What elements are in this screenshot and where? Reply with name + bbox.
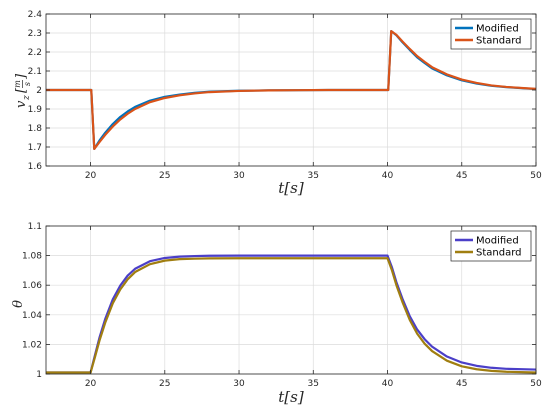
x-tick-label: 50	[530, 379, 542, 389]
y-tick-label: 1.9	[28, 105, 43, 115]
legend-box	[450, 230, 532, 262]
x-tick-label: 20	[85, 379, 97, 389]
x-tick-label: 45	[456, 379, 467, 389]
x-tick-label: 25	[159, 171, 170, 181]
y-tick-label: 2.4	[28, 10, 43, 20]
legend-label: Standard	[476, 248, 522, 259]
y-axis-label: θ	[11, 300, 26, 308]
legend-label: Modified	[476, 24, 519, 35]
series-line-standard	[46, 30, 536, 150]
series-group	[46, 30, 536, 150]
y-axis-unit-numerator: m	[13, 80, 22, 88]
x-tick-label: 45	[456, 171, 467, 181]
y-tick-label: 1.06	[22, 281, 42, 291]
x-tick-label: 25	[159, 379, 170, 389]
y-tick-label: 2.1	[28, 67, 42, 77]
y-tick-label: 1.7	[28, 143, 42, 153]
y-tick-label: 2.3	[28, 29, 42, 39]
x-tick-label: 50	[530, 171, 542, 181]
y-tick-label: 1.04	[22, 311, 42, 321]
legend-label: Standard	[476, 36, 522, 47]
y-axis-bracket-open: [	[14, 87, 29, 93]
y-tick-label: 1.6	[28, 162, 43, 172]
x-tick-label: 35	[308, 171, 319, 181]
x-tick-label: 30	[233, 171, 245, 181]
y-tick-label: 1.08	[22, 252, 42, 262]
y-axis-symbol: v	[14, 100, 29, 108]
x-axis-label: t[s]	[278, 179, 304, 197]
series-group	[46, 254, 536, 374]
x-tick-label: 20	[85, 171, 97, 181]
x-tick-label: 40	[382, 379, 394, 389]
legend-box	[450, 18, 532, 50]
theta-plot: 20 25 30 35 40 45 50 1 1.02 1.04 1.06 1.08 1.1 t[s] θ M…	[11, 222, 542, 406]
legend-label: Modified	[476, 236, 519, 247]
y-tick-label: 2	[36, 86, 42, 96]
series-line-standard	[46, 257, 536, 374]
x-tick-label: 40	[382, 171, 394, 181]
y-tick-label: 1.8	[28, 124, 43, 134]
y-axis-subscript: z	[22, 95, 32, 101]
y-axis-unit-denominator: s	[23, 82, 32, 86]
x-axis-label: t[s]	[278, 388, 304, 406]
axes-box	[45, 225, 537, 375]
y-tick-label: 1.02	[22, 340, 42, 350]
y-tick-label: 1	[36, 370, 42, 380]
series-line-modified	[46, 254, 536, 374]
x-tick-label: 30	[233, 379, 245, 389]
y-tick-label: 1.1	[28, 222, 42, 232]
velocity-plot: 20 25 30 35 40 45 50 1.6 1.7 1.8 1.9 2 2.1 2.2 2.3 2.4 t…	[13, 10, 542, 197]
y-axis-label: vz [m s]	[13, 73, 32, 108]
y-axis-bracket-close: ]	[14, 73, 29, 80]
y-tick-label: 2.2	[28, 48, 42, 58]
x-tick-label: 35	[308, 379, 319, 389]
